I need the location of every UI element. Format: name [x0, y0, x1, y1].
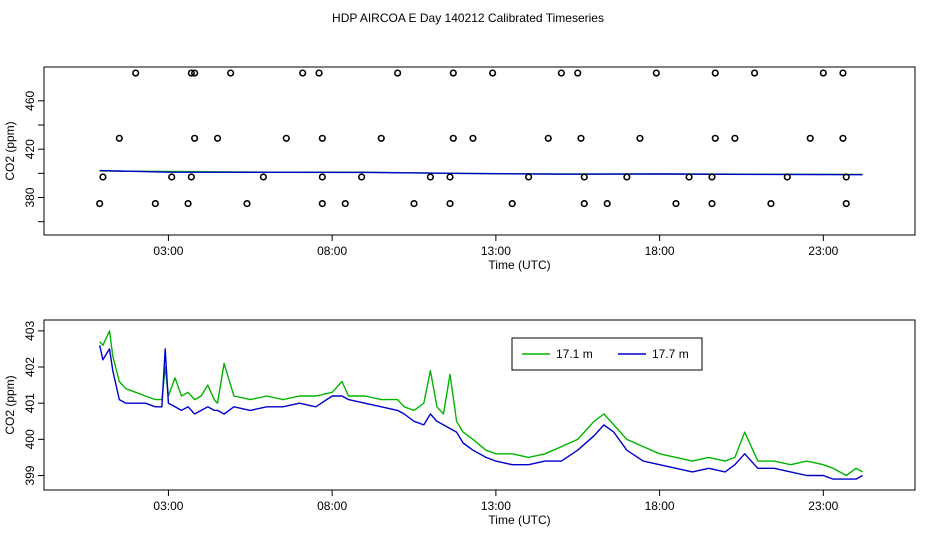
- x-tick-label: 13:00: [481, 499, 511, 513]
- cal-point: [99, 173, 107, 181]
- cal-point: [213, 134, 222, 142]
- y-tick-label: 401: [23, 393, 37, 413]
- cal-point: [685, 173, 693, 181]
- cal-point: [469, 134, 477, 142]
- x-tick-label: 03:00: [153, 499, 183, 513]
- cal-point: [168, 173, 176, 181]
- cal-point: [708, 199, 716, 208]
- cal-point: [299, 69, 307, 77]
- cal-point: [282, 134, 290, 142]
- cal-point: [842, 173, 850, 181]
- series-line-17-1-m: [99, 330, 863, 477]
- series-line-1: [99, 169, 863, 176]
- cal-point: [132, 69, 140, 77]
- cal-point: [318, 134, 326, 142]
- cal-point: [318, 173, 326, 181]
- x-tick-label: 08:00: [317, 499, 347, 513]
- cal-point: [191, 134, 199, 142]
- cal-point: [377, 134, 385, 142]
- cal-point: [652, 69, 660, 77]
- series-line-17-7-m: [99, 345, 863, 480]
- cal-point: [708, 173, 716, 181]
- cal-point: [96, 199, 104, 208]
- y-tick-label: 420: [23, 139, 37, 159]
- x-axis-label: Time (UTC): [488, 513, 550, 527]
- cal-point: [358, 173, 366, 181]
- cal-point: [446, 199, 454, 208]
- cal-point: [842, 199, 850, 208]
- cal-point: [525, 173, 533, 181]
- cal-point: [315, 69, 323, 77]
- cal-point: [623, 173, 631, 181]
- top-panel: 03:00 08:00 13:00 18:00 23:00 380 420 460 Time (…: [3, 66, 916, 272]
- x-tick-label: 23:00: [808, 244, 838, 258]
- cal-point: [410, 199, 418, 208]
- cal-point: [711, 134, 719, 142]
- cal-point: [259, 173, 267, 181]
- plot-frame: [43, 66, 916, 236]
- cal-point: [446, 173, 454, 181]
- cal-point: [580, 199, 588, 208]
- cal-point: [449, 134, 457, 142]
- plot-frame: [43, 319, 916, 491]
- cal-point: [557, 69, 565, 77]
- cal-point: [449, 69, 457, 77]
- cal-point: [574, 69, 582, 77]
- y-tick-label: 460: [23, 91, 37, 111]
- cal-point: [426, 173, 434, 181]
- cal-point: [544, 134, 552, 142]
- x-tick-label: 18:00: [645, 244, 675, 258]
- cal-point: [187, 69, 195, 77]
- x-tick-label: 08:00: [317, 244, 347, 258]
- x-tick-label: 03:00: [153, 244, 183, 258]
- y-tick-label: 380: [23, 187, 37, 207]
- cal-point: [783, 173, 791, 181]
- x-axis-label: Time (UTC): [488, 258, 550, 272]
- y-tick-label: 403: [23, 321, 37, 341]
- cal-point: [672, 199, 680, 208]
- cal-point: [187, 173, 195, 181]
- cal-point: [636, 134, 644, 142]
- figure-title: HDP AIRCOA E Day 140212 Calibrated Times…: [332, 11, 604, 25]
- cal-point: [508, 199, 516, 208]
- cal-point: [243, 199, 251, 208]
- y-tick-label: 400: [23, 429, 37, 449]
- x-tick-label: 18:00: [645, 499, 675, 513]
- legend-label: 17.1 m: [556, 347, 593, 361]
- cal-point: [191, 69, 199, 77]
- bottom-panel: 03:00 08:00 13:00 18:00 23:00 399 400 401 402 403…: [3, 319, 916, 527]
- cal-point: [767, 199, 775, 208]
- cal-point: [394, 69, 402, 77]
- cal-point: [488, 69, 497, 77]
- cal-point: [151, 199, 159, 208]
- cal-point: [577, 134, 585, 142]
- cal-point: [603, 199, 611, 208]
- cal-point: [184, 199, 192, 208]
- cal-point: [341, 199, 349, 208]
- cal-point: [318, 199, 326, 208]
- cal-point: [711, 69, 719, 77]
- legend-label: 17.7 m: [652, 347, 689, 361]
- cal-point: [839, 134, 847, 142]
- cal-point: [115, 134, 123, 142]
- cal-point: [731, 134, 739, 142]
- x-tick-label: 13:00: [481, 244, 511, 258]
- y-axis-label: CO2 (ppm): [3, 375, 17, 434]
- cal-point: [750, 69, 759, 77]
- y-tick-label: 399: [23, 465, 37, 485]
- cal-point: [580, 173, 588, 181]
- cal-point: [839, 69, 847, 77]
- y-tick-label: 402: [23, 357, 37, 377]
- y-axis-label: CO2 (ppm): [3, 121, 17, 180]
- x-tick-label: 23:00: [808, 499, 838, 513]
- cal-point: [227, 69, 235, 77]
- cal-point: [819, 69, 827, 77]
- cal-point: [806, 134, 814, 142]
